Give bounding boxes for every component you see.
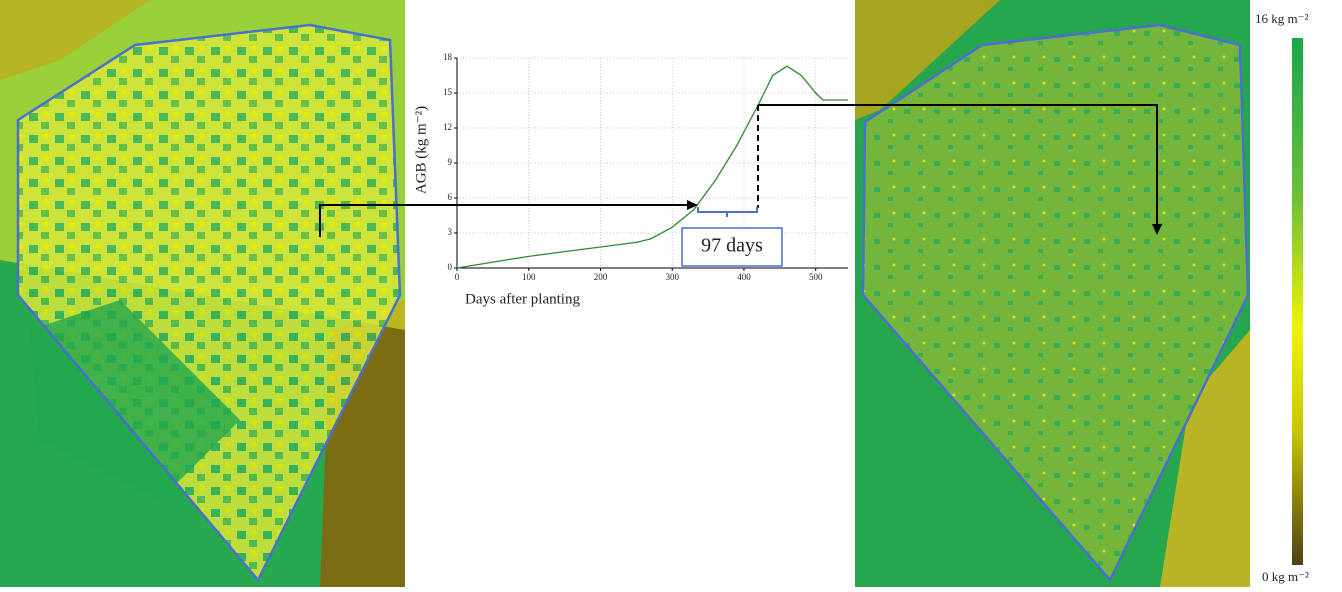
line-chart: Days after planting AGB (kg m⁻²) 0 3 6 9 12 1… <box>413 52 848 307</box>
y-tick-label: 15 <box>443 87 453 97</box>
y-tick-label: 6 <box>448 192 453 202</box>
map-after <box>855 0 1250 587</box>
x-tick-label: 300 <box>665 272 679 282</box>
x-tick-label: 500 <box>809 272 823 282</box>
colorbar <box>1292 38 1303 565</box>
y-axis-label: AGB (kg m⁻²) <box>413 106 429 194</box>
colorbar-max: 16 kg m⁻² <box>1255 11 1308 26</box>
x-tick-label: 400 <box>737 272 751 282</box>
x-axis-label: Days after planting <box>465 291 580 307</box>
line <box>456 65 848 269</box>
y-tick-label: 0 <box>448 262 453 272</box>
annotations <box>319 104 1162 267</box>
x-tick-label: 0 <box>455 272 460 282</box>
y-tick-label: 18 <box>443 52 453 62</box>
x-tick-label: 100 <box>522 272 536 282</box>
x-tick-label: 200 <box>594 272 608 282</box>
y-tick-label: 12 <box>443 122 452 132</box>
annotation-label: 97 days <box>701 235 763 257</box>
y-tick-label: 9 <box>448 157 453 167</box>
colorbar-min: 0 kg m⁻² <box>1262 569 1309 584</box>
y-tick-label: 3 <box>448 227 453 237</box>
map-before <box>0 0 405 587</box>
